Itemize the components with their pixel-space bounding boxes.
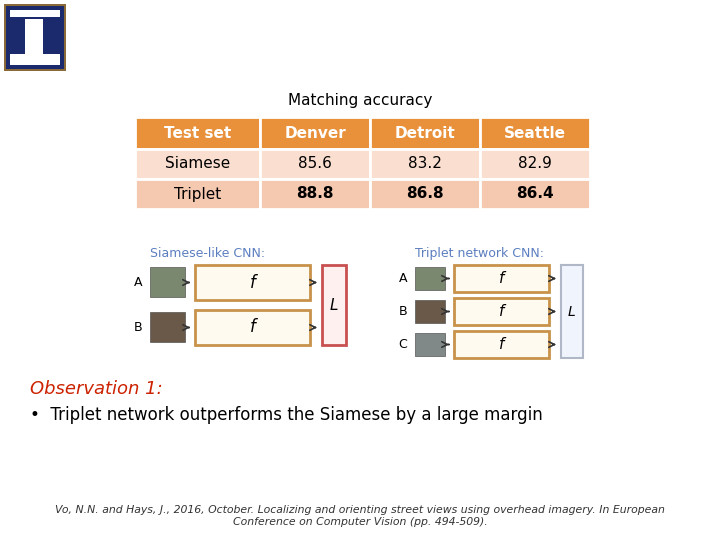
Bar bbox=[25, 19, 43, 55]
Bar bbox=[10, 61, 60, 65]
Text: 86.4: 86.4 bbox=[516, 186, 554, 201]
Bar bbox=[150, 267, 185, 297]
Text: Performance of Different Networks: Performance of Different Networks bbox=[76, 20, 720, 54]
Bar bbox=[480, 179, 590, 209]
Bar bbox=[370, 179, 480, 209]
Text: f: f bbox=[250, 273, 256, 292]
Bar bbox=[135, 149, 260, 179]
Text: Matching accuracy: Matching accuracy bbox=[288, 93, 432, 108]
Bar bbox=[415, 267, 445, 290]
Bar bbox=[10, 10, 60, 17]
Bar bbox=[135, 117, 260, 149]
Bar bbox=[415, 333, 445, 356]
Text: B: B bbox=[133, 321, 142, 334]
Bar bbox=[260, 179, 370, 209]
Bar bbox=[150, 312, 185, 342]
Text: C: C bbox=[398, 338, 407, 351]
Text: Siamese: Siamese bbox=[165, 157, 230, 172]
Bar bbox=[10, 54, 60, 62]
Text: B: B bbox=[398, 305, 407, 318]
Text: Test set: Test set bbox=[164, 125, 231, 140]
Bar bbox=[480, 149, 590, 179]
Text: 88.8: 88.8 bbox=[296, 186, 334, 201]
Bar bbox=[6, 6, 64, 69]
Bar bbox=[454, 298, 549, 325]
Bar bbox=[260, 117, 370, 149]
Text: f: f bbox=[499, 271, 504, 286]
Text: Triplet network CNN:: Triplet network CNN: bbox=[415, 247, 544, 260]
Text: 85.6: 85.6 bbox=[298, 157, 332, 172]
Bar bbox=[415, 300, 445, 323]
Text: Detroit: Detroit bbox=[395, 125, 455, 140]
Text: Vo, N.N. and Hays, J., 2016, October. Localizing and orienting street views usin: Vo, N.N. and Hays, J., 2016, October. Lo… bbox=[55, 505, 665, 526]
Bar bbox=[370, 149, 480, 179]
Bar bbox=[195, 310, 310, 345]
Text: 83.2: 83.2 bbox=[408, 157, 442, 172]
Bar bbox=[480, 117, 590, 149]
Text: 86.8: 86.8 bbox=[406, 186, 444, 201]
Bar bbox=[454, 265, 549, 292]
Text: f: f bbox=[499, 304, 504, 319]
Bar bbox=[322, 265, 346, 345]
Bar bbox=[370, 117, 480, 149]
Text: L: L bbox=[568, 305, 576, 319]
Text: f: f bbox=[499, 337, 504, 352]
Text: Seattle: Seattle bbox=[504, 125, 566, 140]
Bar bbox=[561, 265, 583, 358]
Text: Siamese-like CNN:: Siamese-like CNN: bbox=[150, 247, 265, 260]
Text: Denver: Denver bbox=[284, 125, 346, 140]
Text: A: A bbox=[133, 276, 142, 289]
Text: f: f bbox=[250, 319, 256, 336]
Text: •  Triplet network outperforms the Siamese by a large margin: • Triplet network outperforms the Siames… bbox=[30, 406, 543, 424]
Bar bbox=[195, 265, 310, 300]
Text: A: A bbox=[398, 272, 407, 285]
Text: Triplet: Triplet bbox=[174, 186, 221, 201]
Text: 82.9: 82.9 bbox=[518, 157, 552, 172]
Bar bbox=[135, 179, 260, 209]
Text: L: L bbox=[330, 298, 338, 313]
Text: Observation 1:: Observation 1: bbox=[30, 380, 163, 398]
Bar bbox=[4, 4, 66, 71]
Bar bbox=[260, 149, 370, 179]
Bar bbox=[454, 331, 549, 358]
